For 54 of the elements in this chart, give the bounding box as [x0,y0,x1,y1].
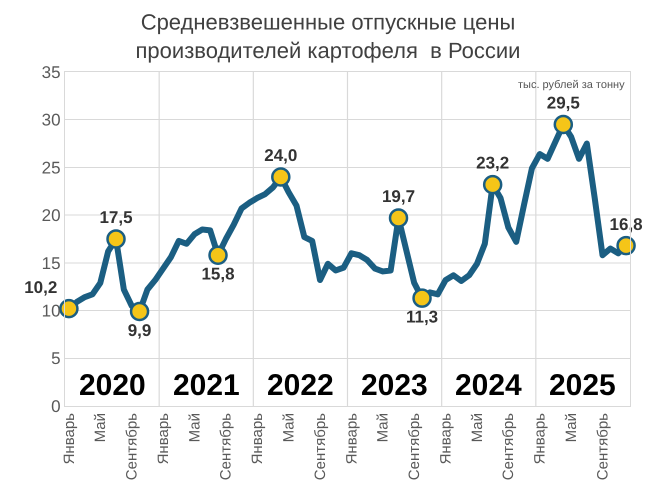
x-tick-label: Январь [249,412,266,464]
x-tick-label: Май [280,413,298,442]
x-tick-label: Май [374,413,392,442]
y-tick-label: 20 [42,206,61,226]
x-tick-label: Май [563,413,580,442]
x-tick-label: Январь [60,412,78,464]
annotation: 2023 [361,369,428,402]
x-tick-label: Январь [343,412,360,464]
x-tick-label: Январь [532,412,549,464]
x-tick-label: Сентябрь [312,412,329,480]
y-tick-label: 30 [42,110,61,130]
x-tick-label: Май [186,413,204,442]
point [106,229,126,249]
data-label: 23,2 [476,154,510,173]
data-label: 17,5 [99,208,133,228]
y-tick-label: 0 [51,396,61,416]
point [482,174,502,194]
annotation: 2024 [455,369,522,402]
x-tick-label: Январь [154,412,172,464]
point [59,298,79,318]
point [271,167,291,187]
point [208,245,228,265]
x-tick-label: Май [92,413,110,442]
point [554,114,574,134]
annotation: 2022 [267,369,334,402]
point [412,288,432,308]
x-tick-label: Май [468,413,486,442]
x-tick-label: Сентябрь [124,412,141,480]
chart-title: Средневзвешенные отпускные цены производителей картофеля в России [136,10,520,64]
data-label: 11,3 [406,308,438,327]
data-label: 10,2 [24,278,58,297]
y-tick-label: 5 [51,349,61,368]
data-label: 16,8 [610,214,643,234]
annotation: 2025 [549,369,616,402]
point [616,236,636,256]
point [388,208,408,228]
point [130,302,150,322]
data-label: 29,5 [546,94,580,113]
annotation: 2020 [79,369,146,402]
x-tick-label: Январь [437,412,454,464]
x-tick-label: Сентябрь [406,412,424,480]
data-label: 24,0 [264,146,298,166]
y-tick-label: 10 [42,302,61,321]
annotation: тыс. рублей за тонну [518,79,626,91]
y-tick-label: 15 [42,254,61,273]
data-label: 19,7 [382,187,416,206]
data-label: 15,8 [201,264,235,284]
x-tick-label: Сентябрь [594,412,612,480]
x-tick-label: Сентябрь [218,412,235,480]
y-tick-label: 25 [42,158,61,178]
annotation: 2021 [173,369,240,402]
data-label: 9,9 [128,320,152,340]
x-tick-label: Сентябрь [500,412,518,480]
y-tick-label: 35 [42,62,61,82]
